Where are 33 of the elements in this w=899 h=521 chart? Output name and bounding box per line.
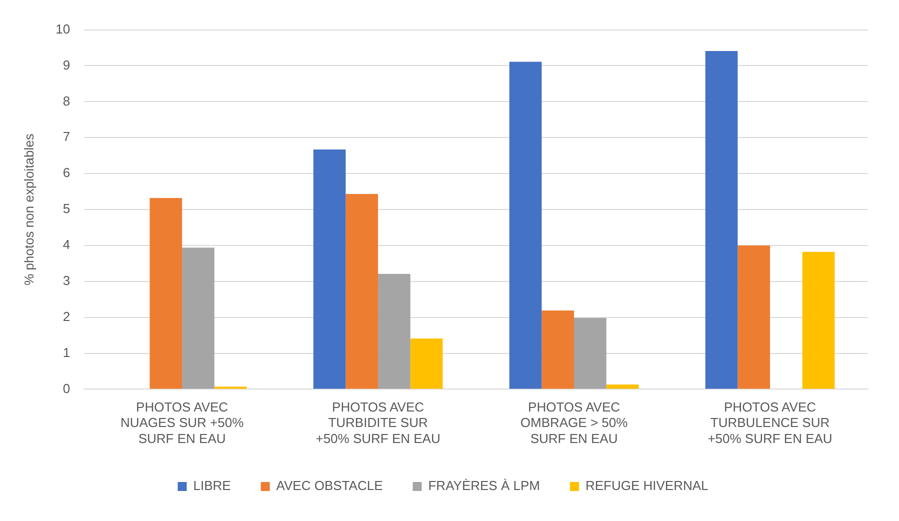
bar [182,248,214,389]
bar [542,310,574,389]
bar [606,384,639,389]
legend-label: REFUGE HIVERNAL [585,478,708,494]
y-tick-label: 0 [62,380,70,396]
legend-label: FRAYÈRES À LPM [428,478,540,494]
bar [705,51,738,389]
y-tick-label: 1 [62,344,70,360]
y-tick-label: 9 [62,57,70,72]
bar [509,62,542,389]
y-axis-title: % photos non exploitables [21,133,36,286]
y-tick-label: 2 [62,308,70,324]
bar [738,245,770,389]
y-tick-label: 7 [62,129,70,144]
legend-label: AVEC OBSTACLE [276,478,384,494]
y-tick-label: 10 [56,21,70,36]
x-tick-label: PHOTOS AVEC OMBRAGE > 50% SURF EN EAU [520,400,628,446]
legend-label: LIBRE [193,478,232,494]
y-tick-label: 4 [62,237,70,252]
bar [150,198,182,389]
y-tick-label: 6 [62,165,70,180]
bar [410,338,443,389]
bar [378,274,410,389]
bar [574,318,606,389]
bar [313,149,346,389]
x-tick-label: PHOTOS AVEC NUAGES SUR +50% SURF EN EAU [120,400,244,446]
y-tick-label: 3 [62,272,70,288]
bar [346,194,378,389]
bar [802,252,835,389]
x-tick-label: PHOTOS AVEC TURBIDITE SUR +50% SURF EN EAU [316,400,440,446]
x-tick-label: PHOTOS AVEC TURBULENCE SUR +50% SURF EN EAU [708,400,832,446]
y-tick-label: 5 [62,201,70,216]
y-tick-label: 8 [62,93,70,108]
